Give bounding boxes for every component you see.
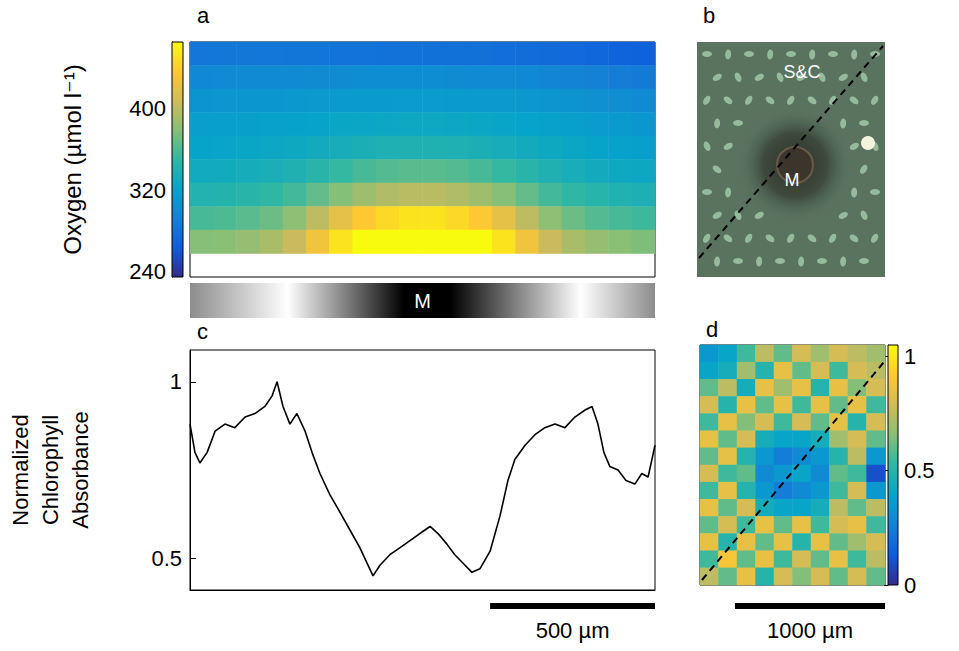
svg-text:240: 240 xyxy=(129,259,166,284)
svg-text:b: b xyxy=(703,3,715,28)
svg-text:S&C: S&C xyxy=(783,62,820,82)
svg-text:Normalized: Normalized xyxy=(8,414,33,525)
svg-text:1: 1 xyxy=(904,344,916,369)
svg-text:M: M xyxy=(414,290,431,312)
svg-text:400: 400 xyxy=(129,96,166,121)
svg-text:Absorbance: Absorbance xyxy=(68,411,93,528)
svg-text:320: 320 xyxy=(129,178,166,203)
svg-text:a: a xyxy=(197,3,210,28)
svg-text:Oxygen (µmol l⁻¹): Oxygen (µmol l⁻¹) xyxy=(59,64,86,255)
svg-text:0.5: 0.5 xyxy=(904,458,935,483)
svg-text:M: M xyxy=(785,170,800,190)
svg-text:500 µm: 500 µm xyxy=(536,618,610,643)
svg-text:1: 1 xyxy=(170,369,182,394)
svg-text:c: c xyxy=(197,319,208,344)
svg-text:1000 µm: 1000 µm xyxy=(767,618,853,643)
svg-text:d: d xyxy=(706,317,718,342)
svg-text:0.5: 0.5 xyxy=(151,546,182,571)
svg-text:Chlorophyll: Chlorophyll xyxy=(38,415,63,525)
svg-text:0: 0 xyxy=(904,573,916,598)
